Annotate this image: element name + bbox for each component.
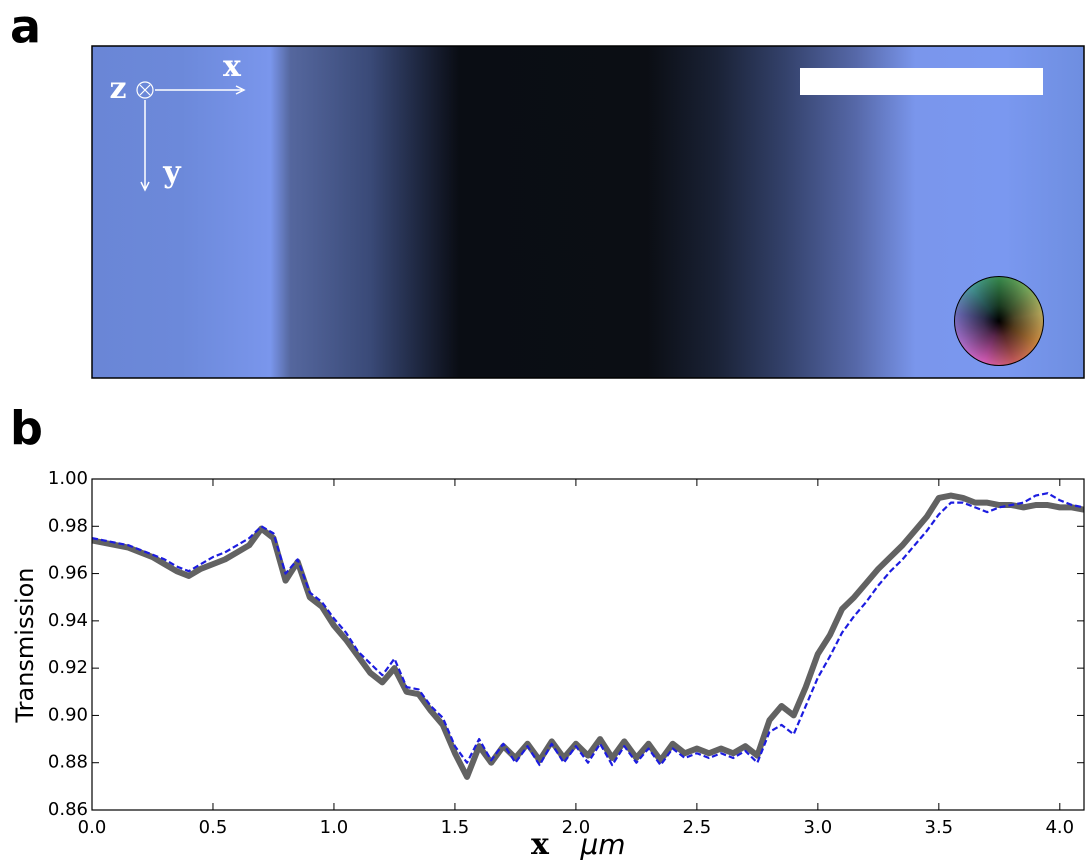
x-tick-label: 3.5 [925,817,954,838]
y-tick-label: 0.94 [48,610,88,631]
axis-label: x [223,49,242,84]
figure: a x y z b Transmission x μm 0.860.880.90… [0,0,1091,862]
x-tick-label: 1.0 [320,817,349,838]
x-axis-title: x [531,827,550,862]
color-wheel [954,276,1044,366]
page: a x y z b Transmission x μm 0.860.880.90… [0,0,1091,862]
y-tick-label: 0.96 [48,563,88,584]
x-tick-label: 3.0 [804,817,833,838]
axis-label: y [162,155,182,190]
y-axis-title: Transmission [11,567,39,723]
scale-bar [800,68,1043,95]
x-tick-label: 2.5 [683,817,712,838]
y-tick-label: 0.92 [48,657,88,678]
x-tick-label: 0.0 [78,817,107,838]
panel-label: a [10,0,41,54]
image [92,46,1084,378]
x-tick-label: 1.5 [441,817,470,838]
series-line [92,496,1084,777]
axis-label: z [109,71,126,106]
panel-label: b [10,402,43,456]
x-tick-label: 0.5 [199,817,228,838]
x-tick-label: 4.0 [1045,817,1074,838]
y-tick-label: 0.98 [48,515,88,536]
x-tick-label: 2.0 [562,817,591,838]
series-line [92,493,1084,765]
y-tick-label: 0.90 [48,704,88,725]
y-tick-label: 1.00 [48,468,88,489]
y-tick-label: 0.88 [48,752,88,773]
plot-frame [92,479,1084,810]
